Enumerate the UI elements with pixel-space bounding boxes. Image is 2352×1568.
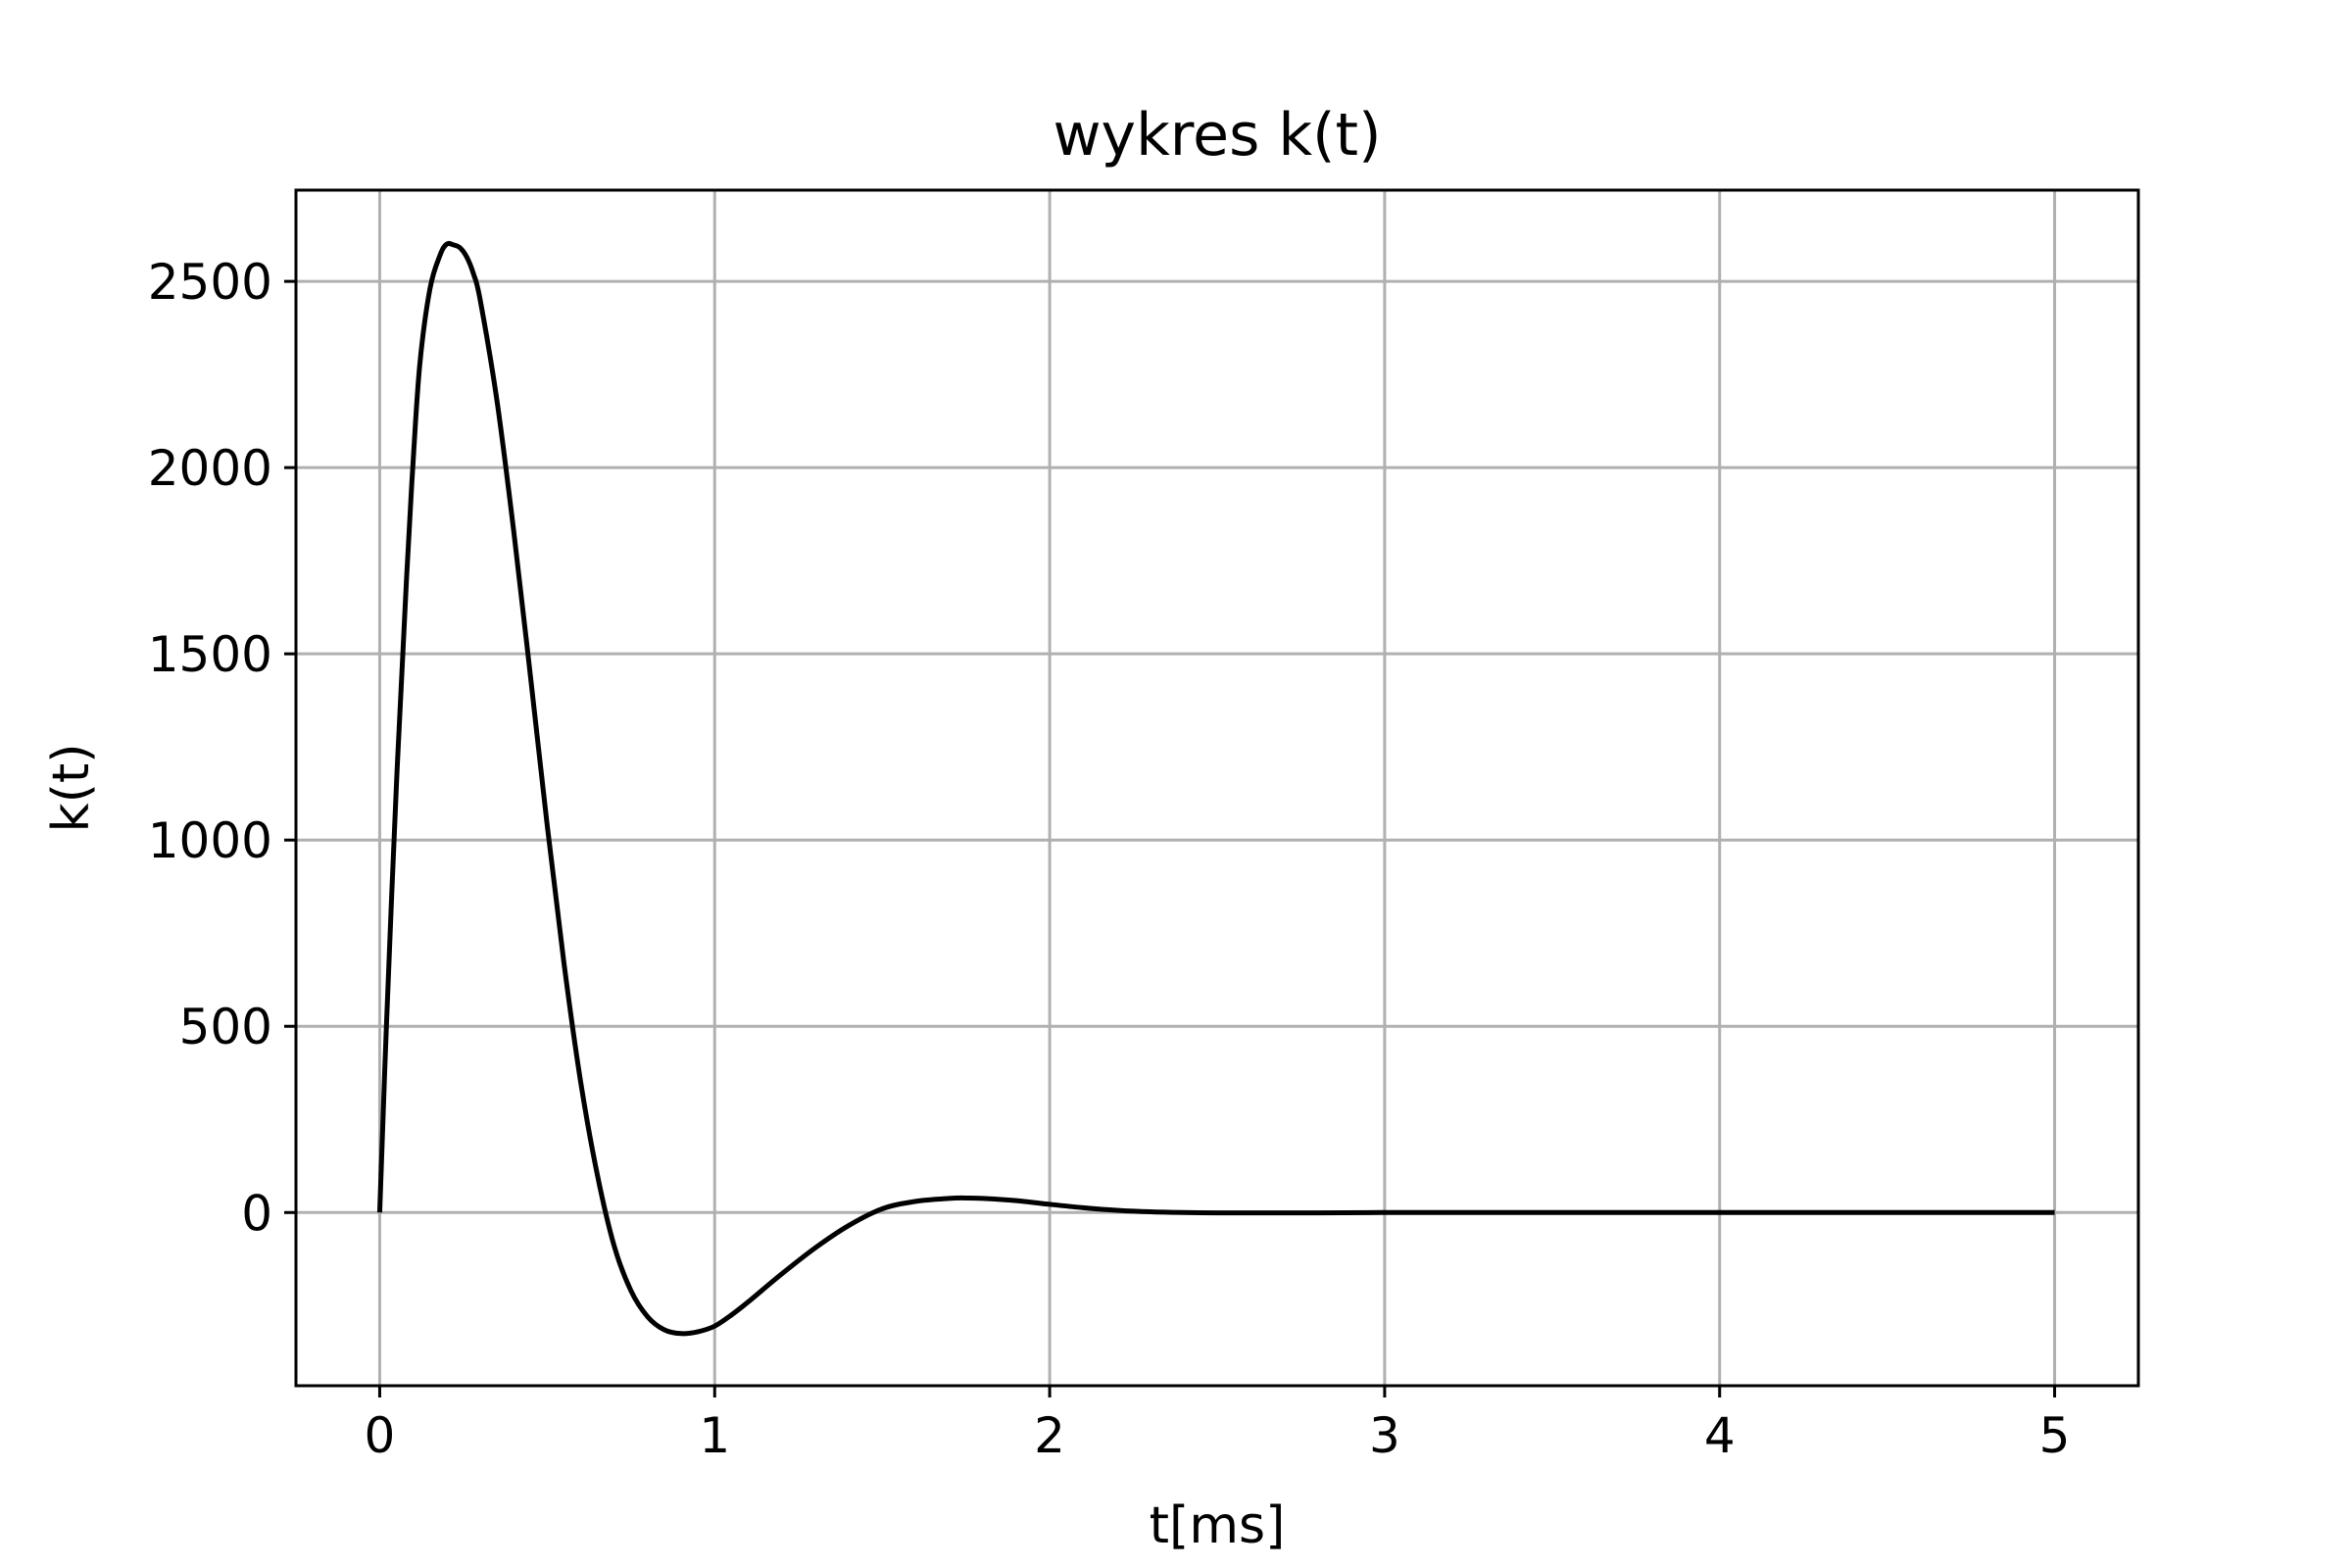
x-tick-label: 0 xyxy=(365,1407,396,1464)
x-tick-label: 2 xyxy=(1034,1407,1065,1464)
x-tick-label: 3 xyxy=(1369,1407,1400,1464)
chart-title: wykres k(t) xyxy=(1053,101,1381,170)
y-tick-label: 2500 xyxy=(148,254,272,311)
series-line xyxy=(376,240,2055,1337)
y-tick-label: 500 xyxy=(179,999,272,1055)
series-layer xyxy=(376,240,2055,1337)
y-tick-label: 1000 xyxy=(148,812,272,869)
ticks: 0 1 2 3 4 5 0 500 1000 1500 2000 2500 xyxy=(148,254,2071,1464)
y-tick-label: 1500 xyxy=(148,626,272,683)
x-axis-label: t[ms] xyxy=(1150,1496,1286,1555)
grid-lines xyxy=(296,190,2138,1386)
y-tick-label: 0 xyxy=(241,1185,272,1242)
x-tick-label: 5 xyxy=(2039,1407,2071,1464)
plot-frame xyxy=(294,188,2140,1388)
y-axis-label: k(t) xyxy=(42,743,101,832)
x-tick-label: 1 xyxy=(699,1407,730,1464)
y-tick-label: 2000 xyxy=(148,440,272,497)
x-tick-label: 4 xyxy=(1704,1407,1736,1464)
